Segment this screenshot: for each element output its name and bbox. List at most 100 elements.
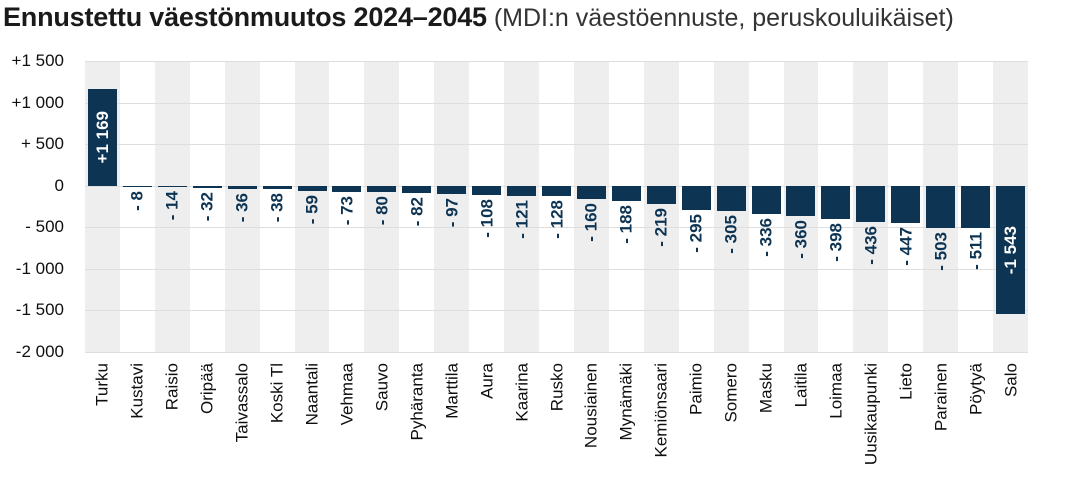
x-axis-label: Marttila xyxy=(442,363,462,419)
x-axis-label: Aura xyxy=(477,363,497,399)
population-bar xyxy=(122,185,152,187)
population-bar xyxy=(961,185,991,229)
chart-title: Ennustettu väestönmuutos 2024–2045 xyxy=(3,2,487,32)
y-axis-label: -2 000 xyxy=(15,342,64,361)
population-bar xyxy=(297,185,327,191)
bar-value-label: - 398 xyxy=(826,222,846,262)
gridline xyxy=(85,352,1028,353)
x-axis-label: Loimaa xyxy=(826,363,846,419)
bar-value-label: +1 169 xyxy=(92,110,112,164)
x-axis-label: Taivassalo xyxy=(232,363,252,443)
bar-value-label: - 447 xyxy=(896,226,916,266)
column-stripe xyxy=(294,61,330,352)
column-stripe xyxy=(364,61,400,352)
population-bar xyxy=(507,185,537,196)
population-bar xyxy=(157,185,187,187)
x-axis-label: Pöytyä xyxy=(966,363,986,415)
x-axis-label: Raisio xyxy=(162,363,182,411)
x-axis-label: Oripää xyxy=(197,363,217,415)
bar-value-label: - 73 xyxy=(337,195,357,226)
population-bar xyxy=(681,185,711,211)
chart-header: Ennustettu väestönmuutos 2024–2045 (MDI:… xyxy=(3,2,1073,33)
bar-value-label: -1 543 xyxy=(1001,225,1021,274)
x-axis-label: Turku xyxy=(92,363,112,406)
y-axis-label: -1 000 xyxy=(15,258,64,278)
y-axis-label: +1 500 xyxy=(11,51,64,70)
population-bar xyxy=(192,185,222,189)
bar-value-label: - 295 xyxy=(686,214,706,253)
x-axis-label: Naantali xyxy=(302,363,322,426)
population-bar xyxy=(856,185,886,222)
population-bar xyxy=(227,185,257,189)
bar-value-label: - 38 xyxy=(267,192,287,223)
population-bar xyxy=(367,185,397,193)
population-bar xyxy=(926,185,956,228)
x-axis-label: Rusko xyxy=(547,363,566,412)
column-stripe xyxy=(504,61,540,352)
y-axis-label: - 500 xyxy=(25,217,64,237)
bar-value-label: - 36 xyxy=(232,192,252,222)
bar-value-label: - 305 xyxy=(721,215,741,254)
population-bar xyxy=(437,185,467,194)
bar-value-label: - 32 xyxy=(197,192,217,222)
population-bar xyxy=(786,185,816,216)
column-stripe xyxy=(573,61,609,352)
bar-value-label: - 97 xyxy=(442,197,462,228)
x-axis-label: Uusikaupunki xyxy=(861,363,881,466)
gridline xyxy=(85,268,1028,270)
chart-subtitle: (MDI:n väestöennuste, peruskouluikäiset) xyxy=(486,4,954,32)
column-stripe xyxy=(154,61,190,352)
population-bar xyxy=(891,185,921,223)
x-axis-label: Pyhäranta xyxy=(407,363,427,441)
y-axis-label: +1 000 xyxy=(11,92,64,112)
population-bar xyxy=(472,185,502,195)
y-axis-label: 0 xyxy=(54,175,64,195)
bar-value-label: - 219 xyxy=(651,207,671,247)
population-bar xyxy=(646,185,676,204)
population-bar xyxy=(542,185,571,197)
y-axis-label: -1 500 xyxy=(15,300,64,320)
population-bar xyxy=(716,185,746,212)
bar-value-label: - 436 xyxy=(861,225,881,265)
population-bar: -1 543 xyxy=(996,185,1026,314)
bar-value-label: - 511 xyxy=(966,232,986,270)
x-axis-label: Salo xyxy=(1001,363,1021,398)
population-bar xyxy=(402,185,432,193)
gridline xyxy=(85,227,1028,229)
x-axis-label: Parainen xyxy=(931,363,951,432)
bar-value-label: - 188 xyxy=(616,205,636,245)
x-axis-label: Koski Tl xyxy=(267,363,287,424)
gridline xyxy=(85,310,1028,312)
population-bar xyxy=(611,185,641,202)
column-stripe xyxy=(643,61,679,352)
bar-value-label: - 121 xyxy=(512,199,532,239)
bar-value-label: - 336 xyxy=(756,217,776,257)
x-axis-label: Kemiönsaari xyxy=(651,363,671,458)
population-bar xyxy=(262,185,292,189)
bar-value-label: - 8 xyxy=(127,190,147,211)
gridline xyxy=(85,144,1028,146)
x-axis-label: Kustavi xyxy=(127,363,147,419)
column-stripe xyxy=(434,61,470,352)
x-axis-label: Sauvo xyxy=(372,363,392,412)
column-stripe xyxy=(224,61,260,352)
population-bar xyxy=(332,185,362,192)
x-axis-label: Masku xyxy=(756,363,776,414)
x-axis-label: Vehmaa xyxy=(337,363,357,426)
y-axis-label: + 500 xyxy=(20,134,64,154)
x-axis-label: Mynämäki xyxy=(616,363,636,441)
x-axis-label: Somero xyxy=(721,363,741,423)
bar-value-label: - 59 xyxy=(302,194,322,224)
x-axis-label: Paimio xyxy=(686,363,706,415)
population-bar xyxy=(821,185,851,219)
bar-value-label: - 160 xyxy=(581,203,601,242)
x-axis-label: Laitila xyxy=(791,363,811,408)
population-bar: +1 169 xyxy=(87,88,117,186)
population-bar xyxy=(751,185,781,214)
bar-value-label: - 82 xyxy=(407,196,427,226)
bar-value-label: - 108 xyxy=(477,198,497,238)
bar-value-label: - 80 xyxy=(372,196,392,226)
x-axis-label: Lieto xyxy=(896,363,916,400)
